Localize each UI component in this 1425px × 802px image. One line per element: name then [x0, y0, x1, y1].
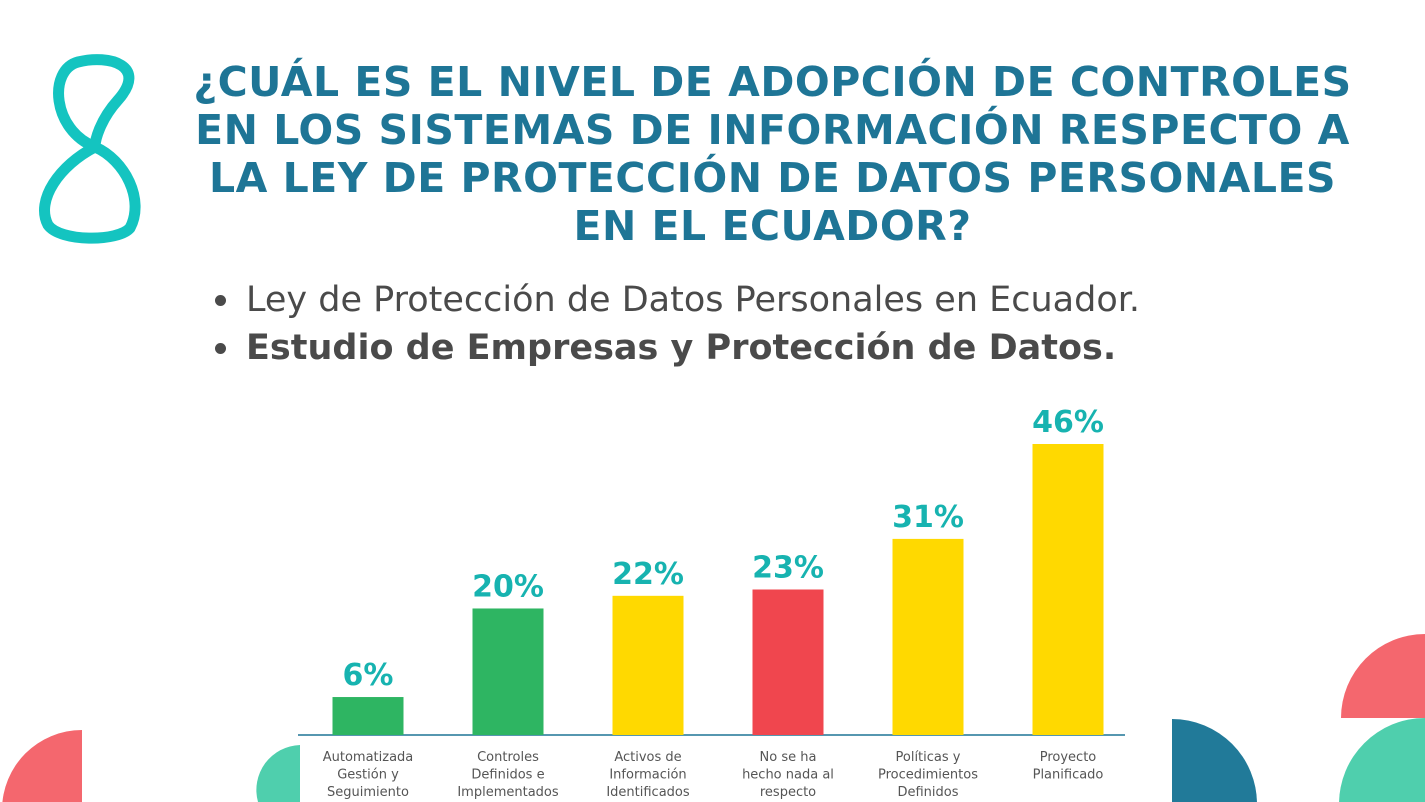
category-label-line: Proyecto [1040, 750, 1097, 765]
coral-quarter-circle-top-right [1341, 634, 1425, 718]
data-label: 31% [892, 500, 964, 535]
coral-quarter-circle-bottom-left [2, 730, 82, 802]
bullet-text: Ley de Protección de Datos Personales en… [246, 280, 1141, 320]
category-label: Controles Definidos e Implementados [457, 750, 559, 800]
data-label: 23% [752, 551, 824, 586]
teal-quarter-circle-bottom-left [256, 745, 300, 802]
bar [1032, 444, 1104, 735]
category-label-line: Procedimientos [878, 768, 978, 783]
slide-number-eight [39, 54, 141, 244]
bullet-list: Ley de Protección de Datos Personales en… [215, 276, 1140, 372]
bar [892, 538, 964, 735]
bullet-dot [215, 342, 226, 354]
data-label: 6% [343, 658, 394, 693]
data-label: 46% [1032, 405, 1104, 440]
category-label-line: Planificado [1033, 768, 1104, 783]
category-label: Proyecto Planificado [1033, 750, 1104, 783]
bar [752, 589, 824, 735]
category-label: No se ha hecho nada al respecto [742, 750, 834, 800]
teal-quarter-circle-bottom-right [1339, 718, 1425, 802]
category-label-line: respecto [760, 785, 816, 800]
category-label: Políticas y Procedimientos Definidos [878, 750, 978, 800]
navy-quarter-circle-bottom-right [1172, 719, 1257, 802]
bullet-item: Ley de Protección de Datos Personales en… [215, 276, 1140, 324]
category-label-line: Seguimiento [327, 785, 409, 800]
category-label-line: Gestión y [337, 768, 399, 783]
category-label-line: No se ha [760, 750, 817, 765]
bullet-text: Estudio de Empresas y Protección de Dato… [246, 328, 1117, 368]
bar [612, 595, 684, 735]
category-label: Activos de Información Identificados [606, 750, 690, 800]
data-label: 20% [472, 569, 544, 604]
category-label-line: Automatizada [323, 750, 414, 765]
bullet-dot [215, 294, 226, 306]
category-label-line: Identificados [606, 785, 690, 800]
category-label-line: Definidos [897, 785, 958, 800]
category-label-line: Implementados [457, 785, 559, 800]
category-label-line: Información [609, 768, 686, 783]
bullet-item: Estudio de Empresas y Protección de Dato… [215, 324, 1140, 372]
category-label: Automatizada Gestión y Seguimiento [323, 750, 414, 800]
category-label-line: hecho nada al [742, 768, 834, 783]
page-title: ¿CUÁL ES EL NIVEL DE ADOPCIÓN DE CONTROL… [193, 58, 1352, 250]
category-label-line: Políticas y [896, 750, 961, 765]
bar [332, 697, 404, 735]
data-label: 22% [612, 557, 684, 592]
category-label-line: Controles [477, 750, 539, 765]
category-label-line: Definidos e [471, 768, 544, 783]
category-label-line: Activos de [614, 750, 681, 765]
bar [472, 608, 544, 735]
